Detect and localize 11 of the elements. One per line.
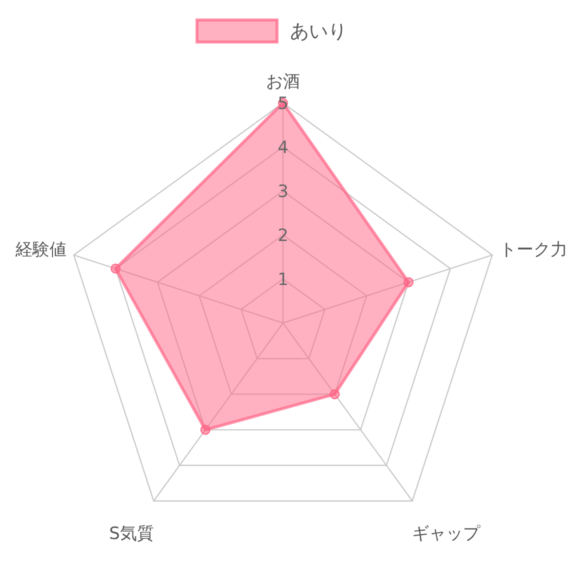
legend-label: あいり [290, 20, 347, 43]
spoke-label: お酒 [266, 72, 300, 92]
y-tick-label: 2 [278, 226, 288, 246]
y-tick-label: 4 [278, 138, 288, 158]
spoke-label: ギャップ [412, 524, 482, 544]
spoke-label: トーク力 [499, 240, 568, 260]
y-tick-label: 1 [278, 270, 288, 290]
spoke-label: S気質 [109, 524, 154, 544]
y-tick-label: 5 [278, 94, 288, 114]
y-tick-label: 3 [278, 182, 288, 202]
spoke-label: 経験値 [14, 240, 67, 260]
